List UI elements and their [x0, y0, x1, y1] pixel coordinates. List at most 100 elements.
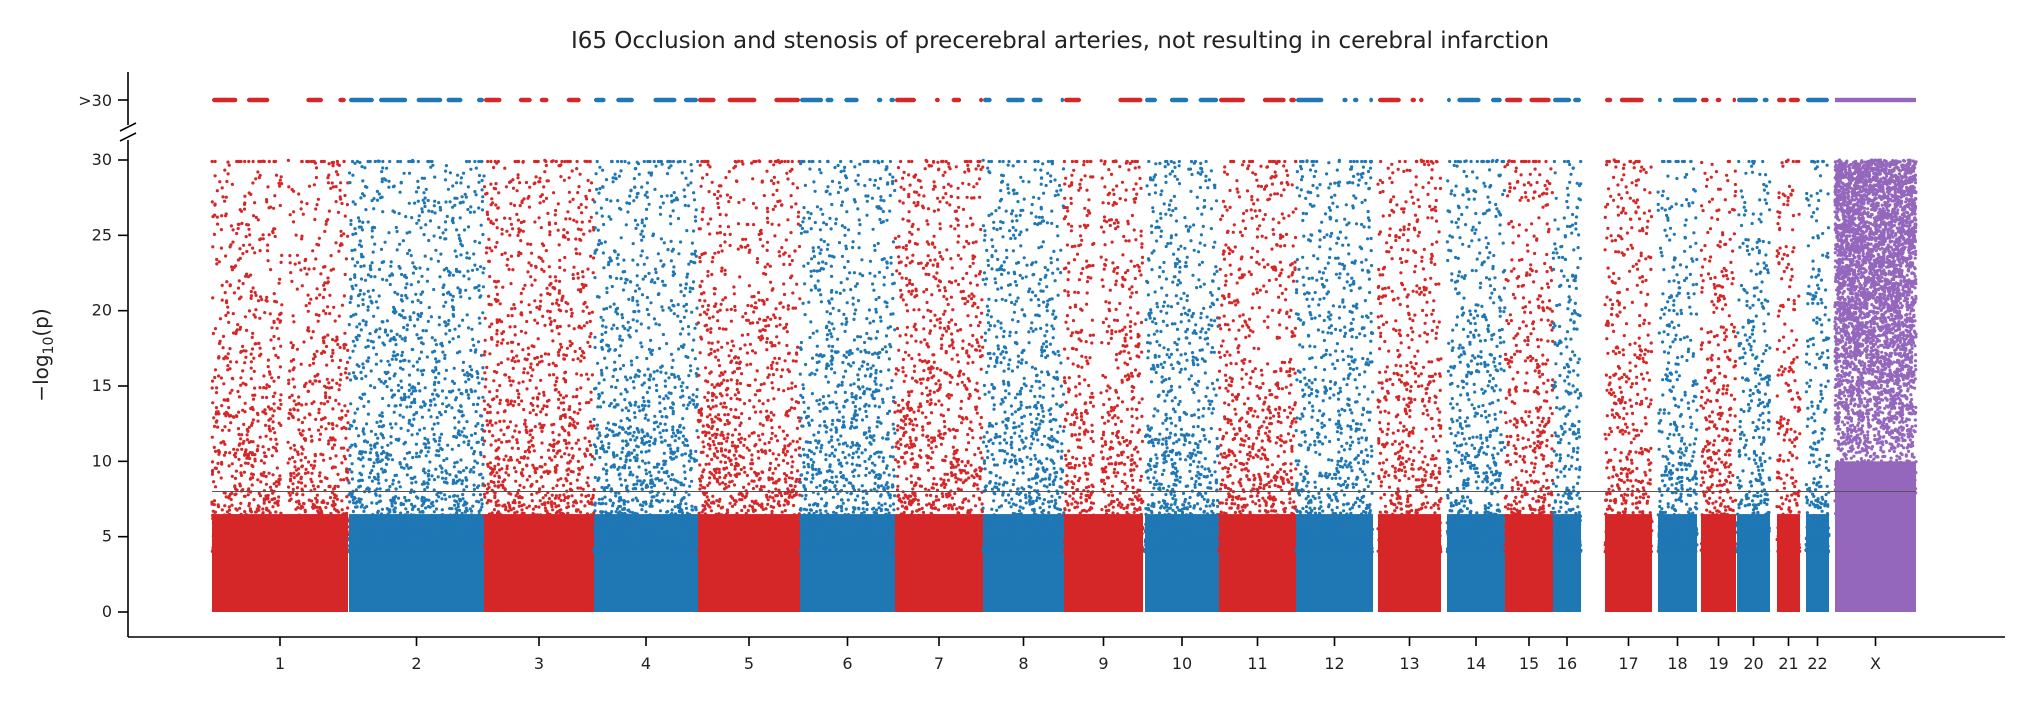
snp-point — [444, 476, 448, 481]
snp-point — [262, 461, 266, 465]
snp-point — [562, 228, 566, 232]
snp-point — [453, 426, 457, 430]
snp-point — [555, 326, 559, 330]
snp-point — [517, 504, 521, 508]
snp-point — [479, 542, 483, 546]
snp-point — [545, 286, 549, 290]
snp-point — [567, 461, 571, 465]
snp-point — [388, 484, 392, 489]
snp-point — [521, 229, 525, 233]
snp-point — [220, 428, 225, 432]
snp-point — [342, 543, 346, 548]
snp-point — [415, 333, 419, 337]
snp-point — [505, 399, 509, 403]
snp-point — [257, 341, 261, 345]
snp-point — [326, 501, 330, 505]
snp-point — [403, 457, 407, 461]
snp-point — [397, 529, 401, 533]
snp-point — [440, 470, 444, 474]
snp-point — [461, 360, 466, 364]
snp-point — [461, 318, 465, 322]
snp-point — [289, 341, 293, 345]
snp-point — [540, 424, 544, 428]
snp-point — [481, 462, 485, 466]
snp-point — [237, 457, 241, 461]
snp-point — [440, 341, 444, 345]
snp-point — [319, 452, 323, 456]
snp-point — [369, 443, 373, 447]
snp-point — [400, 350, 405, 354]
snp-point — [555, 484, 559, 488]
snp-point — [331, 338, 335, 342]
snp-point — [558, 265, 562, 270]
snp-point — [259, 352, 263, 356]
snp-point — [381, 166, 385, 170]
snp-point — [422, 233, 426, 237]
snp-point — [562, 357, 566, 361]
overflow-segment — [416, 97, 443, 103]
snp-point — [446, 525, 450, 529]
snp-point — [422, 201, 427, 205]
snp-point — [454, 545, 458, 549]
snp-point — [588, 319, 592, 323]
snp-point — [296, 506, 300, 510]
snp-point — [238, 327, 242, 331]
snp-point — [381, 320, 385, 324]
snp-point — [557, 243, 561, 247]
snp-point — [456, 286, 460, 290]
snp-point — [384, 462, 389, 466]
snp-point — [515, 458, 520, 462]
snp-point — [409, 253, 413, 258]
snp-point — [578, 408, 582, 412]
snp-point — [324, 395, 328, 400]
snp-point — [417, 516, 421, 521]
snp-point — [315, 493, 319, 497]
snp-point — [398, 242, 402, 246]
snp-point — [360, 478, 364, 482]
snp-point — [416, 298, 420, 302]
snp-point — [398, 533, 403, 537]
snp-point — [277, 495, 281, 499]
snp-point — [221, 334, 226, 338]
snp-point — [258, 346, 262, 350]
snp-point — [506, 534, 510, 538]
snp-point — [379, 247, 384, 251]
snp-point — [405, 282, 409, 286]
snp-point — [271, 473, 275, 477]
snp-point — [296, 522, 300, 526]
snp-point — [470, 327, 474, 331]
snp-point — [380, 180, 384, 184]
snp-point — [448, 506, 452, 511]
snp-point — [263, 408, 267, 412]
snp-point — [404, 276, 408, 280]
snp-point — [363, 278, 368, 282]
snp-point — [429, 165, 433, 169]
snp-point — [210, 379, 215, 383]
snp-point — [303, 518, 308, 522]
snp-point — [367, 475, 371, 479]
snp-point — [418, 266, 422, 270]
snp-point — [586, 476, 590, 480]
snp-point — [243, 452, 247, 456]
snp-point — [437, 315, 441, 319]
snp-point — [393, 510, 397, 514]
snp-point — [512, 203, 517, 207]
snp-point — [530, 492, 534, 497]
snp-point — [519, 329, 524, 333]
snp-point — [546, 448, 551, 452]
snp-point — [335, 159, 339, 164]
snp-point — [295, 473, 299, 477]
snp-point — [403, 316, 407, 320]
snp-point — [489, 159, 493, 164]
snp-point — [419, 369, 423, 373]
snp-point — [532, 521, 536, 525]
snp-point — [385, 166, 389, 170]
snp-point — [469, 517, 473, 522]
snp-point — [519, 520, 523, 524]
snp-point — [574, 441, 578, 445]
snp-point — [373, 544, 377, 548]
snp-point — [539, 378, 543, 382]
snp-point — [389, 435, 393, 439]
snp-point — [429, 403, 433, 407]
snp-point — [287, 533, 292, 537]
